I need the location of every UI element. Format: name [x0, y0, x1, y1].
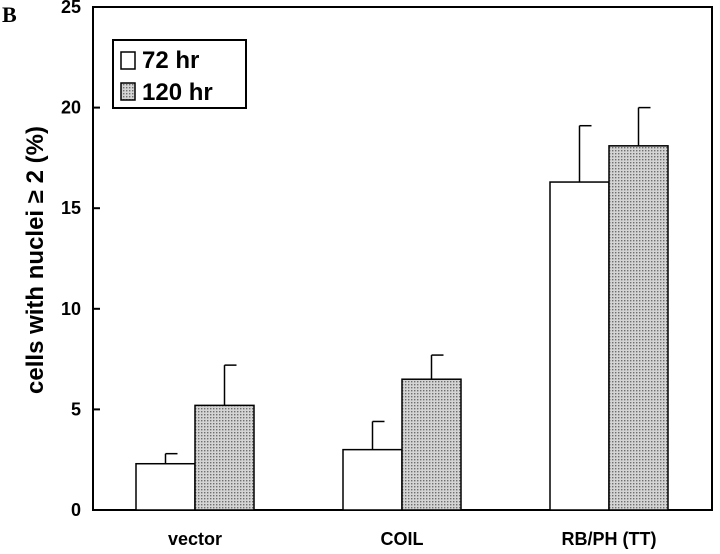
- legend-swatch-72hr: [120, 51, 136, 70]
- bar-72hr-2: [549, 181, 610, 511]
- bar-72hr-1: [342, 448, 403, 511]
- y-axis-label: cells with nuclei ≥ 2 (%): [22, 126, 49, 394]
- y-tick-label: 5: [71, 399, 81, 419]
- y-tick-label: 0: [71, 500, 81, 520]
- y-tick-label: 25: [61, 0, 81, 17]
- x-category-label: vector: [168, 529, 222, 549]
- bar-120hr-1: [401, 378, 462, 511]
- x-axis-labels: vector COIL RB/PH (TT): [168, 529, 657, 549]
- legend: 72 hr 120 hr: [112, 39, 247, 109]
- y-tick-label: 20: [61, 98, 81, 118]
- bar-120hr-0: [194, 404, 255, 511]
- bar-series: [135, 145, 669, 511]
- x-category-label: RB/PH (TT): [562, 529, 657, 549]
- y-tick-label: 10: [61, 299, 81, 319]
- legend-label-72hr: 72 hr: [142, 47, 199, 74]
- y-axis: 0 5 10 15 20 25: [61, 0, 100, 520]
- bar-72hr-0: [135, 462, 196, 511]
- x-category-label: COIL: [381, 529, 424, 549]
- legend-swatch-120hr: [120, 82, 136, 101]
- y-tick-label: 15: [61, 198, 81, 218]
- error-bars: [164, 106, 651, 464]
- legend-label-120hr: 120 hr: [142, 79, 213, 106]
- panel-letter: B: [2, 2, 17, 27]
- bar-120hr-2: [608, 145, 669, 511]
